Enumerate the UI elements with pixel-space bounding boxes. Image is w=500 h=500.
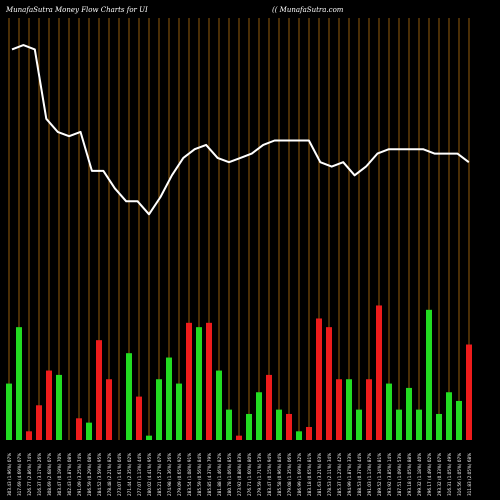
x-tick-label: 293.92 (3.85%) 14% xyxy=(387,453,392,496)
money-flow-bar xyxy=(166,357,172,440)
money-flow-bar xyxy=(376,305,382,440)
money-flow-bar xyxy=(396,409,402,440)
x-tick-label: 285.58 (0.96%) 84% xyxy=(277,453,282,496)
money-flow-bar xyxy=(266,374,272,440)
money-flow-bar xyxy=(286,413,292,440)
money-flow-bar xyxy=(46,370,52,440)
money-flow-bar xyxy=(146,435,152,440)
x-tick-label: 280.02 (4.41%) 95% xyxy=(147,453,152,496)
x-tick-label: 274.98 (1.36%) 26% xyxy=(167,453,172,496)
x-tick-label: 276.71 (1.60%) 80% xyxy=(247,453,252,496)
money-flow-bar xyxy=(16,327,22,440)
x-tick-label: 291.09 (3.25%) 74% xyxy=(77,453,82,496)
money-flow-bar xyxy=(306,426,312,440)
money-flow-line xyxy=(11,44,470,216)
money-flow-bar xyxy=(196,327,202,440)
money-flow-bar xyxy=(96,340,102,440)
bar-series xyxy=(6,305,472,440)
x-tick-label: 284.52 (3.59%) 95% xyxy=(97,453,102,496)
x-tick-label: 299.32 (1.18%) 40% xyxy=(417,453,422,496)
x-tick-label: 283.18 (0.65%) 81% xyxy=(307,453,312,496)
money-flow-bar xyxy=(226,409,232,440)
x-tick-label: 317.69 (4.69%) 07% xyxy=(17,453,22,496)
money-flow-bar xyxy=(216,370,222,440)
x-tick-label: 303.43 (1.96%) 07% xyxy=(7,453,12,496)
x-tick-label: 316.31 (1.05%) 49% xyxy=(447,453,452,496)
x-tick-label: 308.69 (2.68%) 07% xyxy=(47,453,52,496)
x-tick-label: 273.92 (0.88%) 83% xyxy=(237,453,242,496)
x-tick-label: 316.37 (3.17%) 26% xyxy=(37,453,42,496)
money-flow-bar xyxy=(106,379,112,440)
x-tick-label: 302.43 (1.87%) 08% xyxy=(67,453,72,496)
x-tick-label: 283.54 (1.08%) 91% xyxy=(187,453,192,496)
money-flow-bar xyxy=(56,374,62,440)
money-flow-bar xyxy=(36,405,42,440)
money-flow-bar xyxy=(86,422,92,440)
money-flow-bar xyxy=(206,322,212,440)
money-flow-bar xyxy=(446,392,452,440)
money-flow-bar xyxy=(316,318,322,440)
money-flow-bar xyxy=(246,413,252,440)
x-tick-label: 285.85 (4.37%) 79% xyxy=(207,453,212,496)
x-tick-label: 279.09 (0.65%) 92% xyxy=(177,453,182,496)
money-flow-bar xyxy=(126,353,132,440)
money-flow-bar xyxy=(186,322,192,440)
x-tick-label: 277.07 (1.13%) 44% xyxy=(137,453,142,496)
x-tick-label: 326.77 (2.86%) 74% xyxy=(27,453,32,496)
x-tick-label: 280.78 (1.06%) 85% xyxy=(227,453,232,496)
money-flow-bar xyxy=(456,400,462,440)
money-flow-bar xyxy=(176,383,182,440)
x-tick-label: 281.63 (3.21%) 03% xyxy=(317,453,322,496)
money-flow-bar xyxy=(76,418,82,440)
money-flow-bar xyxy=(326,327,332,440)
x-tick-label: 278.53 (2.11%) 34% xyxy=(327,453,332,496)
x-tick-label: 271.44 (2.35%) 02% xyxy=(127,453,132,496)
money-flow-bar xyxy=(366,379,372,440)
money-flow-bar xyxy=(236,435,242,440)
x-tick-label: 303.47 (0.19%) 70% xyxy=(57,453,62,496)
money-flow-bar xyxy=(336,379,342,440)
x-tick-label: 279.08 (1.35%) 06% xyxy=(287,453,292,496)
x-tick-label: 285.37 (1.23%) 42% xyxy=(337,453,342,496)
money-flow-bar xyxy=(276,409,282,440)
x-tick-label: 294.99 (1.87%) 33% xyxy=(347,453,352,496)
x-tick-label: 289.52 (1.34%) 81% xyxy=(377,453,382,496)
x-tick-label: 287.51 (1.09%) 53% xyxy=(397,453,402,496)
money-flow-bar xyxy=(416,409,422,440)
x-tick-label: 311.83 (2.05%) 68% xyxy=(467,453,472,496)
x-tick-label: 273.07 (1.61%) 04% xyxy=(117,453,122,496)
money-flow-bar xyxy=(256,392,262,440)
money-flow-line-layer xyxy=(11,44,470,216)
x-tick-label: 279.59 (1.71%) 53% xyxy=(257,453,262,496)
money-flow-bar xyxy=(436,413,442,440)
money-flow-bar xyxy=(26,431,32,440)
x-tick-label: 296.17 (4.49%) 02% xyxy=(427,453,432,496)
x-tick-labels: 303.43 (1.96%) 07% 317.69 (4.69%) 07% 32… xyxy=(7,453,472,496)
x-tick-label: 283.47 (0.15%) 94% xyxy=(267,453,272,496)
x-tick-label: 316.56 (1.05%) 07% xyxy=(457,453,462,496)
x-tick-label: 288.53 (0.37%) 44% xyxy=(357,453,362,496)
money-flow-bar xyxy=(156,379,162,440)
site-watermark: (( MunafaSutra.com xyxy=(272,6,344,14)
money-flow-bar xyxy=(386,383,392,440)
money-flow-bar xyxy=(6,383,12,440)
x-tick-label: 285.59 (0.56%) 84% xyxy=(197,453,202,496)
x-tick-label: 293.32 (0.33%) 07% xyxy=(437,453,442,496)
chart-title: MunafaSutra Money Flow Charts for UI xyxy=(5,6,148,14)
money-flow-bar xyxy=(346,379,352,440)
x-tick-label: 286.99 (1.69%) 32% xyxy=(297,453,302,496)
money-flow-bar xyxy=(136,396,142,440)
money-flow-bar xyxy=(426,309,432,440)
x-tick-label: 285.21 (5.27%) 07% xyxy=(157,453,162,496)
money-flow-bar xyxy=(356,409,362,440)
money-flow-bar xyxy=(406,387,412,440)
x-tick-label: 281.88 (1.46%) 82% xyxy=(217,453,222,496)
x-tick-label: 278.48 (2.21%) 82% xyxy=(107,453,112,496)
x-tick-label: 293.18 (1.05%) 88% xyxy=(407,453,412,496)
x-tick-label: 291.03 (1.13%) 87% xyxy=(367,453,372,496)
x-tick-label: 286.59 (0.29%) 08% xyxy=(87,453,92,496)
money-flow-bar xyxy=(296,431,302,440)
money-flow-bar xyxy=(466,344,472,440)
